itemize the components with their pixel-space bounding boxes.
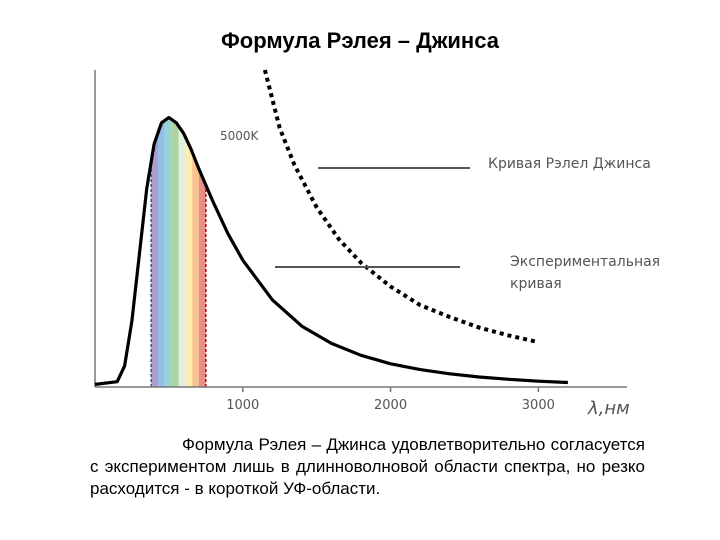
exp-curve-label-line2: кривая: [510, 276, 562, 292]
rj-curve-label: Кривая Рэлел Джинса: [488, 156, 651, 172]
rayleigh-jeans-curve: [262, 69, 539, 345]
spectrum-stripe: [164, 117, 172, 387]
x-ticks: 1000 2000 3000: [226, 387, 555, 413]
temperature-label: 5000K: [220, 129, 260, 143]
spectrum-stripe: [198, 169, 206, 387]
x-tick-label: 3000: [522, 398, 555, 413]
caption-text: Формула Рэлея – Джинса удовлетворительно…: [90, 435, 645, 498]
series-group: [94, 69, 568, 386]
spectrum-stripe: [178, 126, 186, 388]
exp-curve-label-line1: Экспериментальная: [510, 254, 660, 270]
spectrum-stripe: [151, 132, 158, 387]
caption: Формула Рэлея – Джинса удовлетворительно…: [90, 434, 645, 500]
page-title: Формула Рэлея – Джинса: [221, 28, 499, 53]
x-tick-label: 1000: [226, 398, 259, 413]
spectrum-stripe: [185, 136, 193, 387]
spectrum-stripe: [192, 152, 199, 387]
experimental-curve: [94, 115, 568, 386]
x-tick-label: 2000: [374, 398, 407, 413]
x-axis-label: λ,нм: [587, 398, 630, 419]
visible-spectrum-band: [150, 117, 207, 388]
spectrum-stripe: [157, 120, 165, 387]
spectrum-stripe: [171, 119, 179, 387]
